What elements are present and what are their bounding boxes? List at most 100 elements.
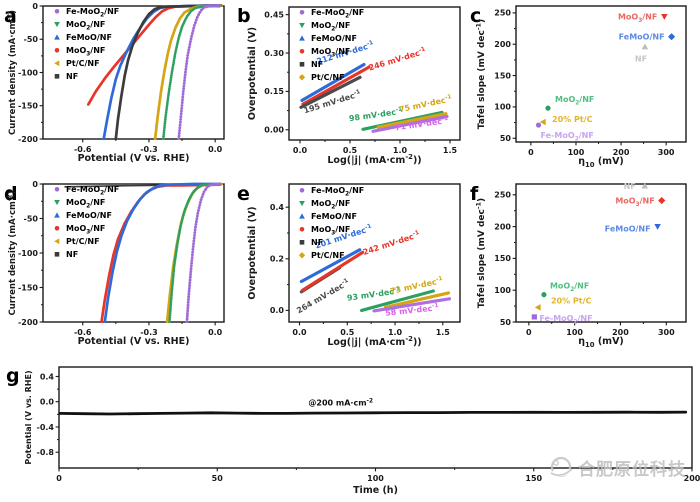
panel-b-x-tick-label: 1.5 (443, 146, 458, 155)
panel-f-point-label-1: MoO3/NF (615, 197, 654, 208)
panel-b-annotation-1: 246 mV·dec-1 (368, 46, 427, 72)
panel-e-legend-label-3: MoO3/NF (311, 225, 350, 236)
panel-e-series-1 (299, 248, 362, 284)
panel-e-legend-label-2: FeMoO/NF (311, 212, 357, 221)
panel-b-series-4 (376, 112, 448, 129)
panel-g-y-tick-label: -0.8 (37, 448, 55, 457)
panel-letter-d: d (4, 183, 18, 205)
panel-d-legend-label-1: MoO2/NF (66, 198, 105, 209)
panel-b-legend-label-5: Pt/C/NF (311, 73, 345, 82)
panel-d-ylabel: Current density (mA·cm-2) (7, 190, 18, 315)
panel-b-y-tick-label: 0.30 (264, 49, 284, 58)
panel-b-x-tick-label: 0.5 (343, 146, 358, 155)
panel-a-y-tick-label: 0 (32, 2, 38, 11)
panel-d-legend-label-0: Fe-MoO2/NF (66, 185, 119, 196)
panel-e-y-tick-label: 0.4 (270, 203, 285, 212)
panel-g-series-0 (58, 410, 688, 416)
panel-a: a -0.6 -0.3 0.0 0 -50 -100 -150 -200 Potential (V… (4, 2, 225, 164)
panel-c-x-tick-label: 300 (658, 148, 675, 157)
panel-a-y-tick-label: -200 (18, 135, 38, 144)
panel-g-y-tick-label: 0.0 (40, 398, 55, 407)
panel-a-series-4 (161, 3, 224, 140)
panel-e-series-3 (360, 289, 435, 312)
panel-e-legend-label-5: Pt/C/NF (311, 251, 345, 260)
panel-c: c 0 100 200 300 50 100 150 200 250 η10 (mV) Tafel s… (470, 5, 687, 169)
panel-c-point-5 (535, 122, 542, 128)
panel-c-y-tick-label: 50 (500, 134, 512, 143)
watermark-logo-icon (550, 456, 573, 478)
panel-letter-c: c (470, 5, 481, 27)
panel-d-series-group (64, 182, 224, 323)
panel-c-point-2 (641, 43, 649, 50)
panel-g-y-tick-label: 0.4 (40, 372, 55, 381)
panel-f-point-label-3: MoO2/NF (550, 282, 589, 293)
panel-f-x-tick-label: 0 (526, 328, 532, 337)
panel-a-series-2 (114, 4, 221, 140)
panel-d-series-2 (103, 182, 221, 323)
panel-d-legend-item-3: MoO3/NF (54, 224, 105, 235)
panel-c-point-1 (667, 33, 676, 41)
panel-a-x-tick-label: -0.6 (74, 145, 92, 154)
panel-b-series-2 (299, 75, 362, 109)
panel-b-x-tick-label: 1.0 (393, 146, 408, 155)
panel-g-x-tick-label: 200 (684, 474, 700, 483)
panel-d-y-tick-label: -50 (24, 214, 39, 223)
panel-g-xlabel: Time (h) (353, 485, 398, 496)
panel-e-legend-label-0: Fe-MoO2/NF (311, 186, 364, 197)
panel-b-legend-label-1: MoO2/NF (311, 21, 350, 32)
panel-a-series-1 (102, 3, 221, 140)
panel-f-ylabel: Tafel slope (mV dec-1) (474, 198, 487, 308)
panel-f-y-tick-label: 50 (500, 318, 512, 327)
panel-a-xlabel: Potential (V vs. RHE) (78, 153, 190, 164)
panel-letter-e: e (237, 183, 250, 205)
panel-e-legend-item-4: NF (299, 238, 323, 247)
panel-letter-g: g (6, 365, 20, 387)
panel-c-point-0 (661, 14, 668, 20)
panel-letter-b: b (237, 5, 251, 27)
panel-e-legend-label-4: NF (311, 238, 323, 247)
panel-b-x-tick-label: 0.0 (293, 146, 308, 155)
panel-b-legend-item-1: MoO2/NF (299, 21, 350, 32)
panel-f-point-label-4: 20% Pt/C (551, 296, 592, 305)
panel-e-series-2 (300, 250, 365, 292)
panel-c-y-tick-label: 150 (494, 71, 511, 80)
panel-d-y-tick-label: 0 (32, 180, 38, 189)
panel-f-point-4 (534, 304, 541, 311)
panel-e-x-tick-label: 0.5 (340, 328, 355, 337)
panel-f-x-tick-label: 100 (566, 328, 583, 337)
panel-a-series-0 (86, 3, 221, 106)
panel-f-point-label-2: FeMoO/NF (605, 225, 651, 234)
panel-e-series-group (299, 248, 452, 313)
panel-e-series-4 (383, 291, 451, 309)
panel-e-legend-item-1: MoO2/NF (299, 199, 350, 210)
panel-d: d -0.6 -0.3 0.0 0 -50 -100 -150 -200 Potential (V… (4, 180, 225, 347)
panel-a-series-5 (177, 3, 224, 140)
panel-d-legend-label-3: MoO3/NF (66, 224, 105, 235)
panel-e-annotation-2: 264 mV·dec-1 (295, 278, 351, 316)
panel-e-x-tick-label: 0.0 (292, 328, 307, 337)
panel-c-point-label-4: 20% Pt/C (552, 115, 593, 124)
panel-a-y-tick-label: -50 (24, 35, 39, 44)
panel-e-annotation-1: 242 mV·dec-1 (362, 230, 421, 257)
panel-f-x-tick-label: 200 (612, 328, 629, 337)
panel-f-point-5 (531, 314, 537, 320)
panel-c-point-3 (545, 105, 551, 111)
panel-c-x-tick-label: 200 (613, 148, 630, 157)
panel-a-legend-item-1: MoO2/NF (54, 20, 105, 31)
panel-f-point-label-0: NF (624, 182, 636, 191)
panel-d-series-1 (100, 183, 221, 323)
panel-a-legend-item-4: Pt/C/NF (54, 59, 100, 68)
panel-c-point-label-5: Fe-MoO2/NF (541, 131, 594, 142)
panel-c-ylabel: Tafel slope (mV dec-1) (474, 19, 487, 129)
panel-b-legend-item-3: MoO3/NF (299, 47, 350, 58)
panel-f-y-tick-label: 250 (494, 191, 511, 200)
panel-e: e 0.0 0.5 1.0 1.5 0.0 0.2 0.4 Log(|j| (mA·cm-2))… (237, 183, 461, 348)
panel-b-series-0 (300, 62, 366, 102)
panel-d-x-tick-label: -0.3 (140, 328, 158, 337)
panel-d-series-4 (168, 182, 217, 323)
panel-f-x-tick-label: 300 (658, 328, 675, 337)
panel-c-point-label-0: MoO3/NF (618, 13, 657, 24)
panel-a-y-tick-label: -100 (18, 68, 38, 77)
panel-b-y-tick-label: 0.45 (264, 10, 284, 19)
